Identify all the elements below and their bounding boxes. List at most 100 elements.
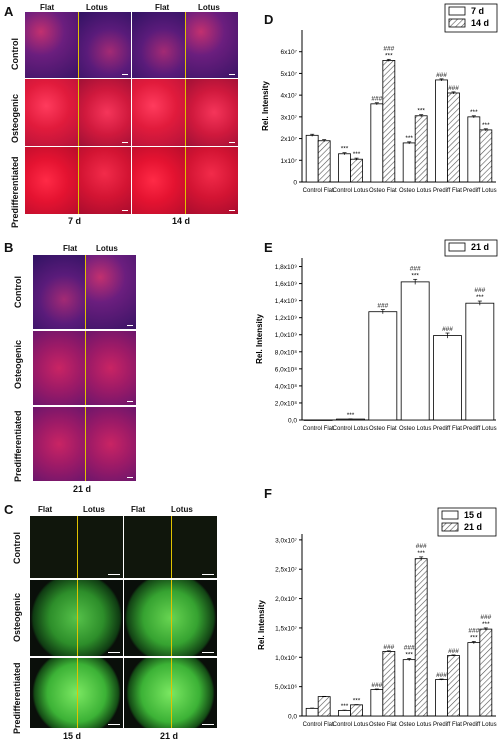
panel-b-row-osteogenic: Osteogenic <box>13 339 23 389</box>
significance-mark: ### <box>442 326 453 333</box>
panel-label-d: D <box>264 12 274 27</box>
y-tick-label: 5,0x10⁶ <box>275 684 298 691</box>
panel-a-image-predifferentiated-7d <box>25 147 131 214</box>
significance-mark: *** <box>470 634 478 641</box>
bar <box>402 142 416 183</box>
bar <box>370 689 384 717</box>
legend-label: 21 d <box>471 242 489 252</box>
panel-c-row-osteogenic: Osteogenic <box>12 592 22 642</box>
significance-mark: *** <box>341 146 349 153</box>
bar <box>382 60 396 183</box>
significance-mark: *** <box>405 135 413 142</box>
bar <box>305 134 319 183</box>
bar <box>433 335 462 421</box>
significance-mark: *** <box>405 651 413 658</box>
bar <box>467 642 481 717</box>
panel-c-image-control-21d <box>124 516 217 578</box>
legend-swatch <box>441 522 459 532</box>
y-tick-label: 6,0x10⁸ <box>275 366 298 373</box>
y-tick-label: 1x10⁷ <box>281 158 298 165</box>
significance-mark: *** <box>341 703 349 710</box>
y-tick-label: 8,0x10⁸ <box>275 349 298 356</box>
panel-a-col-flat-2: Flat <box>155 3 170 12</box>
bar <box>479 129 493 183</box>
significance-mark: ### <box>474 287 485 294</box>
bar <box>467 116 481 183</box>
x-tick-label: Control Flat <box>303 722 334 728</box>
panel-b-col-flat: Flat <box>63 244 78 253</box>
panel-c-col-lotus-2: Lotus <box>171 505 193 514</box>
y-tick-label: 1,6x10⁹ <box>275 281 298 288</box>
panel-a-image-osteogenic-7d <box>25 79 131 146</box>
panel-label-a: A <box>4 4 14 19</box>
significance-mark: *** <box>385 52 393 59</box>
y-tick-label: 3,0x10⁷ <box>275 537 298 544</box>
x-tick-label: Osteo Lotus <box>399 722 431 728</box>
significance-mark: *** <box>417 550 425 557</box>
y-tick-label: 1,0x10⁹ <box>275 332 298 339</box>
bar <box>338 153 351 183</box>
panel-a-row-predifferentiated: Predifferentiated <box>10 156 20 228</box>
x-tick-label: Prediff Lotus <box>463 188 497 194</box>
bar <box>305 707 319 717</box>
bar <box>382 651 396 717</box>
panel-c-image-osteogenic-21d <box>124 580 217 656</box>
x-tick-label: Control Lotus <box>333 188 369 194</box>
bar <box>350 158 363 183</box>
panel-a-row-osteogenic: Osteogenic <box>10 93 20 143</box>
significance-mark: *** <box>482 122 490 129</box>
bar <box>402 659 416 717</box>
panel-c-day-21d: 21 d <box>160 731 179 741</box>
panel-b-image-osteogenic <box>33 331 136 405</box>
bar <box>317 696 331 717</box>
significance-mark: *** <box>470 109 478 116</box>
chart-f: 0,0 5,0x10⁶ 1,0x10⁷ 1,5x10⁷ 2,0x10⁷ 2,5x10⁷ 3,… <box>257 507 497 728</box>
panel-a-image-osteogenic-14d <box>132 79 238 146</box>
panel-label-f: F <box>264 486 272 501</box>
significance-mark: *** <box>417 108 425 115</box>
y-tick-label: 3x10⁷ <box>281 114 298 121</box>
significance-mark: ### <box>468 627 479 634</box>
panel-c-col-lotus-1: Lotus <box>83 505 105 514</box>
x-tick-label: Prediff Flat <box>433 188 462 194</box>
y-axis-label: Rel. Intensity <box>257 600 266 650</box>
panel-b-col-lotus: Lotus <box>96 244 118 253</box>
chart-e: 0,0 2,0x10⁸ 4,0x10⁸ 6,0x10⁸ 8,0x10⁸ 1,0x10⁹ 1,… <box>255 239 498 432</box>
panel-b-row-control: Control <box>13 276 23 308</box>
legend-label: 21 d <box>464 522 482 532</box>
significance-mark: ### <box>436 72 447 79</box>
significance-mark: ### <box>410 265 421 272</box>
bar <box>303 419 333 421</box>
x-tick-label: Osteo Flat <box>369 188 397 194</box>
significance-mark: ### <box>448 85 459 92</box>
panel-c-day-15d: 15 d <box>63 731 82 741</box>
x-tick-label: Osteo Flat <box>369 426 397 432</box>
panel-b-image-predifferentiated <box>33 407 136 481</box>
panel-b-row-predifferentiated: Predifferentiated <box>13 410 23 482</box>
y-tick-label: 1,4x10⁹ <box>275 298 298 305</box>
significance-mark: ### <box>371 682 382 689</box>
bar <box>435 679 448 717</box>
significance-mark: ### <box>480 614 491 621</box>
y-tick-label: 2,0x10⁸ <box>275 400 298 407</box>
y-tick-label: 6x10⁷ <box>281 49 298 56</box>
bar <box>370 103 384 183</box>
x-tick-label: Osteo Lotus <box>399 426 431 432</box>
chart-d: 0 1x10⁷ 2x10⁷ 3x10⁷ 4x10⁷ 5x10⁷ 6x10⁷ Rel. Inte… <box>261 3 498 194</box>
y-axis-label: Rel. Intensity <box>261 81 270 131</box>
y-tick-label: 1,2x10⁹ <box>275 315 298 322</box>
x-tick-label: Control Lotus <box>333 722 369 728</box>
bar <box>414 558 428 717</box>
bar <box>447 92 460 183</box>
x-tick-label: Osteo Flat <box>369 722 397 728</box>
bar <box>414 115 428 183</box>
x-tick-label: Prediff Lotus <box>463 426 497 432</box>
y-tick-label: 4x10⁷ <box>281 93 298 100</box>
panel-label-c: C <box>4 502 14 517</box>
y-tick-label: 1,5x10⁷ <box>275 625 298 632</box>
significance-mark: *** <box>347 412 355 419</box>
significance-mark: *** <box>482 621 490 628</box>
panel-b-day-21d: 21 d <box>73 484 92 494</box>
y-tick-label: 2,0x10⁷ <box>275 596 298 603</box>
legend-label: 7 d <box>471 6 484 16</box>
